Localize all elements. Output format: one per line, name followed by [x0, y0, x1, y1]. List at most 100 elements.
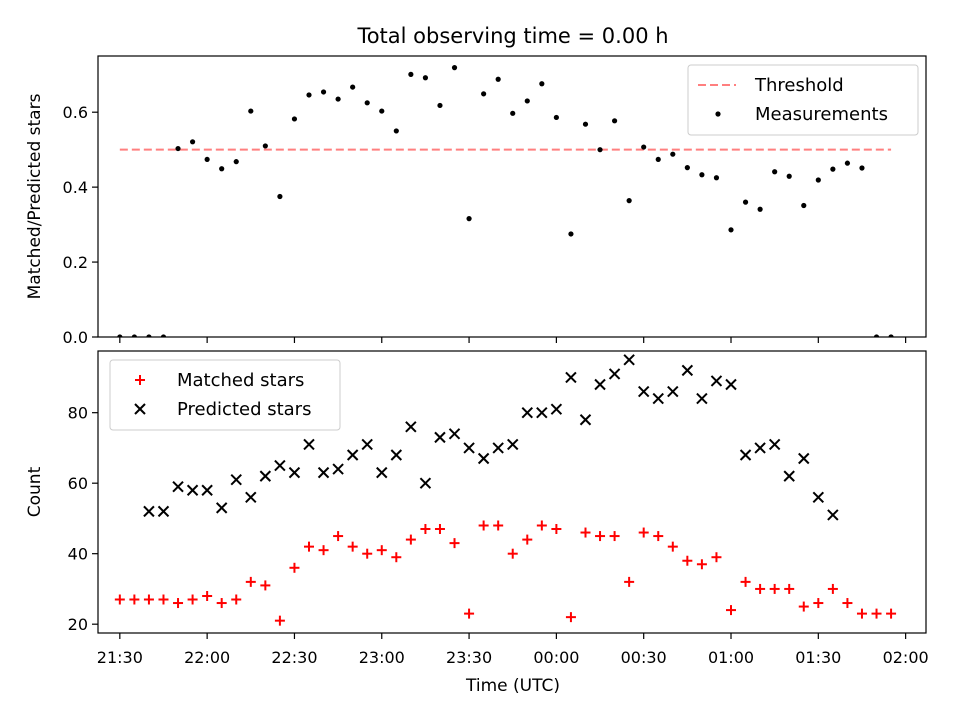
x-tick-label: 01:30	[795, 648, 841, 667]
data-point	[536, 406, 548, 419]
data-point	[842, 598, 853, 609]
data-point	[262, 143, 268, 149]
data-point	[886, 608, 897, 619]
data-point	[783, 470, 795, 482]
x-tick-label: 23:30	[446, 648, 492, 667]
plot-area	[117, 65, 894, 337]
data-point	[550, 403, 563, 415]
data-point	[434, 524, 445, 535]
data-point	[711, 552, 722, 563]
bottom-panel: 20 40 60 80 21:30 22:00 22:30 23:00 23:30 00:00 00…	[25, 350, 929, 667]
marker-stroke	[134, 403, 146, 415]
data-point	[830, 166, 836, 172]
marker-stroke	[215, 502, 228, 514]
data-point	[160, 334, 167, 337]
data-point	[478, 520, 489, 531]
data-point	[477, 452, 490, 465]
marker-stroke	[637, 385, 650, 398]
data-point	[317, 466, 330, 479]
data-point	[335, 96, 341, 102]
data-point	[565, 612, 576, 623]
x-tick-label: 00:30	[621, 648, 667, 667]
y-tick-label: 0.0	[63, 328, 88, 347]
marker-stroke	[405, 421, 417, 433]
marker-stroke	[157, 505, 170, 518]
data-point	[739, 449, 752, 461]
data-point	[740, 576, 751, 587]
x-tick-label: 21:30	[97, 648, 143, 667]
marker-stroke	[259, 470, 272, 482]
data-point	[318, 545, 329, 556]
data-point	[522, 534, 533, 545]
x-tick-label: 22:00	[184, 648, 230, 667]
marker-stroke	[477, 452, 490, 465]
legend-label: Measurements	[755, 104, 888, 125]
data-point	[230, 473, 242, 486]
data-point	[595, 531, 606, 542]
data-point	[623, 354, 635, 366]
data-point	[259, 470, 272, 482]
data-point	[248, 108, 254, 114]
data-point	[609, 531, 620, 542]
x-tick-label: 23:00	[359, 648, 405, 667]
data-point	[859, 165, 865, 171]
marker-stroke	[681, 364, 694, 377]
marker-stroke	[594, 378, 606, 391]
plot-frame	[97, 350, 927, 634]
data-point	[306, 92, 312, 98]
data-point	[231, 594, 242, 605]
data-point	[813, 598, 824, 609]
data-point	[129, 594, 140, 605]
marker-stroke	[230, 473, 242, 486]
data-point	[245, 491, 257, 503]
data-point	[638, 527, 649, 538]
data-point	[131, 334, 137, 337]
data-point	[696, 392, 708, 405]
data-point	[696, 559, 707, 570]
data-point	[422, 75, 429, 81]
marker-stroke	[754, 442, 766, 454]
data-point	[157, 505, 170, 518]
x-tick-label: 00:00	[533, 648, 579, 667]
y-tick-label: 60	[68, 474, 88, 493]
data-point	[568, 231, 574, 237]
data-point	[798, 601, 809, 612]
data-point	[597, 147, 603, 153]
chart-title: Total observing time = 0.00 h	[356, 24, 668, 48]
data-point	[320, 89, 327, 95]
data-point	[175, 145, 181, 152]
data-point	[189, 139, 196, 145]
marker-stroke	[652, 392, 664, 405]
data-point	[726, 605, 737, 616]
data-point	[521, 406, 533, 419]
data-point	[260, 580, 271, 591]
legend-label: Threshold	[754, 75, 844, 96]
data-point	[289, 562, 300, 573]
data-point	[653, 531, 664, 542]
data-point	[784, 583, 795, 594]
data-point	[420, 524, 431, 535]
marker-stroke	[463, 442, 475, 454]
legend-marker	[134, 403, 146, 415]
data-point	[725, 378, 737, 391]
data-point	[637, 385, 650, 398]
legend-box	[687, 64, 919, 136]
data-point	[844, 160, 851, 166]
data-point	[624, 576, 635, 587]
y-tick-label: 0.2	[63, 253, 88, 272]
data-point	[464, 608, 475, 619]
data-point	[274, 459, 286, 472]
data-point	[451, 65, 458, 71]
data-point	[215, 502, 228, 514]
marker-stroke	[812, 491, 825, 503]
data-point	[815, 177, 821, 183]
legend-marker	[135, 375, 145, 385]
marker-stroke	[332, 463, 344, 475]
data-point	[463, 442, 475, 454]
data-point	[419, 477, 432, 489]
data-point	[333, 531, 344, 542]
data-point	[405, 534, 416, 545]
series-predicted-stars	[143, 354, 839, 521]
data-point	[594, 378, 606, 391]
